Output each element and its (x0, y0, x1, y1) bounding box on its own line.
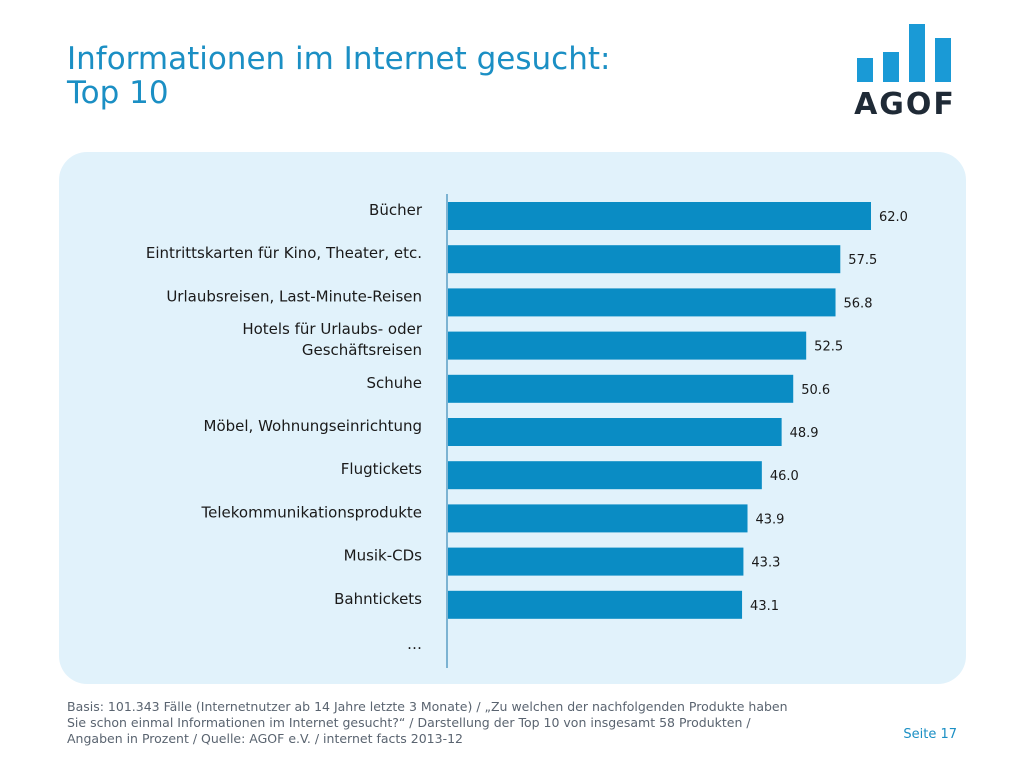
page-title-line-1: Informationen im Internet gesucht: (67, 41, 611, 77)
bar (448, 245, 841, 274)
data-label: 43.9 (756, 512, 785, 527)
page-title: Informationen im Internet gesucht: Top 1… (67, 42, 610, 110)
bar (448, 288, 836, 317)
page-title-line-2: Top 10 (67, 75, 169, 111)
category-label: Eintrittskarten für Kino, Theater, etc. (146, 244, 422, 262)
data-label: 56.8 (844, 296, 873, 311)
bar (448, 374, 794, 403)
bar (448, 331, 807, 360)
bar-chart: 62.0 Bücher 57.5 Eintrittskarten für Kino, … (146, 194, 908, 668)
footnote: Basis: 101.343 Fälle (Internetnutzer ab … (67, 699, 867, 747)
logo-text: AGOF (854, 87, 956, 122)
data-label: 46.0 (770, 469, 799, 484)
category-label: Schuhe (366, 374, 422, 392)
category-label: Telekommunikationsprodukte (201, 503, 423, 521)
data-label: 57.5 (848, 253, 877, 268)
agof-logo: AGOF (852, 24, 958, 120)
data-label: 43.3 (751, 556, 780, 571)
bar (448, 461, 762, 490)
bar (448, 202, 871, 230)
category-label-ellipsis: … (407, 635, 422, 653)
logo-bar-icon (909, 24, 925, 82)
bar (448, 418, 782, 446)
bar (448, 590, 743, 619)
chart-panel: 62.0 Bücher 57.5 Eintrittskarten für Kino, … (59, 152, 966, 684)
bar (448, 504, 748, 533)
logo-bar-icon (935, 38, 951, 82)
data-label: 50.6 (801, 383, 830, 398)
bar (448, 547, 744, 576)
footnote-line-3: Angaben in Prozent / Quelle: AGOF e.V. /… (67, 731, 463, 746)
category-label: Urlaubsreisen, Last-Minute-Reisen (166, 287, 422, 305)
category-label: Hotels für Urlaubs- oder Geschäftsreisen (242, 320, 422, 359)
category-label: Bahntickets (334, 590, 422, 608)
category-label: Bücher (369, 201, 423, 219)
category-label: Musik-CDs (344, 547, 423, 565)
logo-bar-icon (883, 52, 899, 82)
footnote-line-2: Sie schon einmal Informationen im Intern… (67, 715, 751, 730)
data-label: 52.5 (814, 340, 843, 355)
category-label: Möbel, Wohnungseinrichtung (204, 417, 422, 435)
page-number: Seite 17 (903, 727, 957, 742)
footnote-line-1: Basis: 101.343 Fälle (Internetnutzer ab … (67, 699, 788, 714)
category-label: Flugtickets (341, 460, 422, 478)
data-label: 62.0 (879, 210, 908, 225)
data-label: 48.9 (790, 426, 819, 441)
data-label: 43.1 (750, 599, 779, 614)
logo-bar-icon (857, 58, 873, 82)
